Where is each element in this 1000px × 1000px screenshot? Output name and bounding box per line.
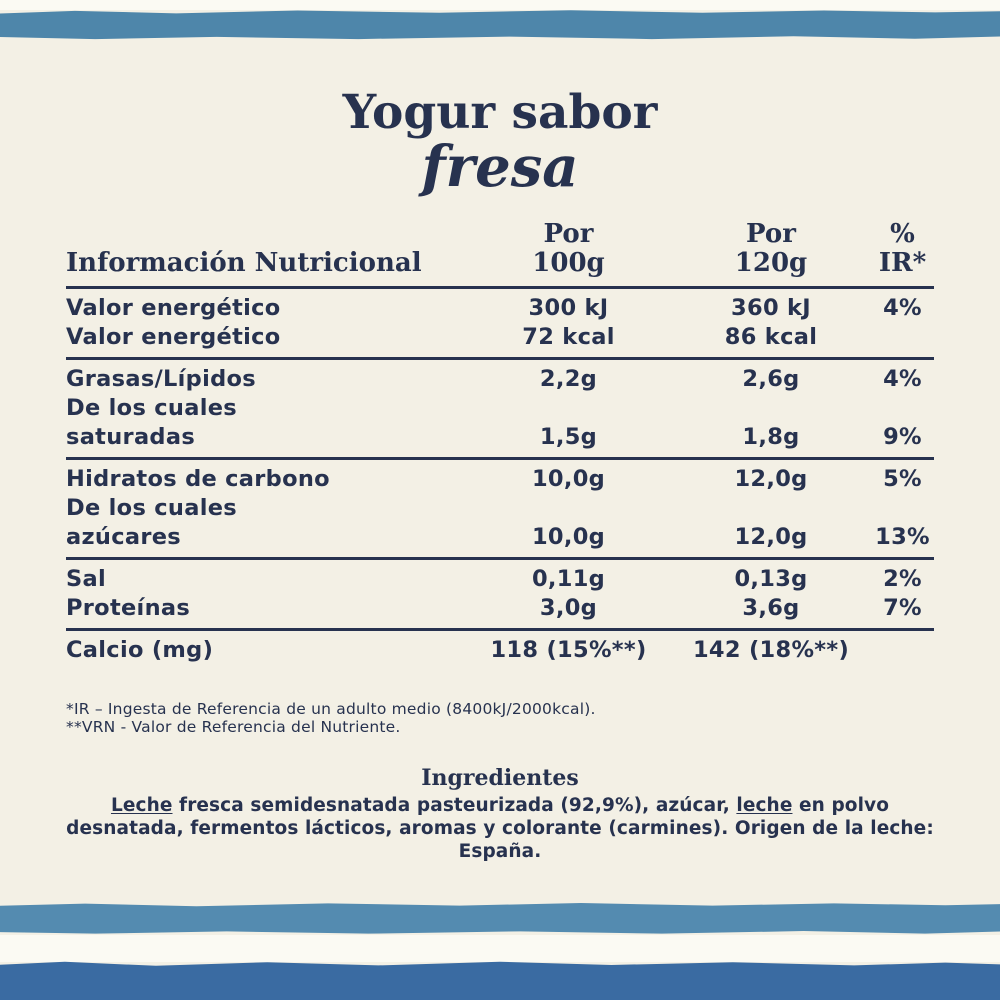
value-per-120g: 12,0g — [734, 466, 808, 492]
bottom-brush-stripe — [0, 902, 1000, 934]
table-row: Valor energético 72 kcal 86 kcal — [66, 323, 934, 352]
value-percent-ir — [871, 636, 934, 665]
value-percent-ir: 7% — [883, 595, 922, 621]
ingredients-title: Ingredientes — [421, 765, 579, 791]
nutrient-label: Proteínas — [66, 595, 191, 621]
value-per-100g: 300 kJ — [528, 295, 609, 321]
footnote-vrn: **VRN - Valor de Referencia del Nutrient… — [66, 718, 401, 736]
ingredients-text: Leche fresca semidesnatada pasteurizada … — [58, 794, 942, 863]
value-per-100g — [466, 494, 671, 523]
value-percent-ir — [871, 394, 934, 423]
header-percent-ir: % IR* — [871, 220, 934, 278]
table-row: azúcares 10,0g 12,0g 13% — [66, 523, 934, 552]
header-per-120g-line1: Por — [746, 219, 796, 249]
value-per-120g: 1,8g — [742, 424, 800, 450]
nutrition-table: Información Nutricional Por 100g Por 120… — [66, 220, 934, 670]
nutrition-table-header: Información Nutricional Por 100g Por 120… — [66, 220, 934, 289]
header-per-100g-line1: Por — [543, 219, 594, 249]
value-per-120g: 2,6g — [742, 366, 800, 392]
top-brush-bar — [0, 10, 1000, 40]
nutrient-label: azúcares — [66, 524, 181, 550]
nutrient-label: Hidratos de carbono — [66, 466, 330, 492]
value-per-100g: 72 kcal — [522, 324, 615, 350]
nutrient-label: Grasas/Lípidos — [66, 366, 256, 392]
table-row: Sal 0,11g 0,13g 2% — [66, 565, 934, 594]
value-per-100g: 2,2g — [539, 366, 598, 392]
nutrition-table-body: Valor energético 300 kJ 360 kJ 4% Valor ener… — [66, 289, 934, 670]
value-per-100g: 118 (15%**) — [490, 637, 647, 663]
product-title: Yogur sabor fresa — [0, 0, 1000, 200]
allergen-ingredient: Leche — [110, 795, 173, 816]
value-percent-ir: 4% — [883, 366, 922, 392]
bottom-brush-bar — [0, 961, 1000, 1000]
ingredients-section: Ingredientes Leche fresca semidesnatada … — [0, 766, 1000, 863]
table-row: Grasas/Lípidos 2,2g 2,6g 4% — [66, 365, 934, 394]
table-row: Hidratos de carbono 10,0g 12,0g 5% — [66, 465, 934, 494]
header-per-100g-line2: 100g — [532, 248, 605, 278]
value-percent-ir: 9% — [883, 424, 922, 450]
value-percent-ir: 13% — [875, 524, 930, 550]
value-per-120g — [671, 494, 871, 523]
value-per-120g: 3,6g — [742, 595, 800, 621]
table-row: De los cuales — [66, 394, 934, 423]
table-section: Hidratos de carbono 10,0g 12,0g 5% De los cu… — [66, 460, 934, 560]
value-percent-ir: 2% — [883, 566, 922, 592]
value-per-100g: 1,5g — [539, 424, 598, 450]
table-row: De los cuales — [66, 494, 934, 523]
table-row: Calcio (mg) 118 (15%**) 142 (18%**) — [66, 636, 934, 665]
bottom-white-gap — [0, 935, 1000, 962]
ingredient-text-segment: fresca semidesnatada pasteurizada (92,9%… — [172, 795, 737, 816]
value-per-100g: 10,0g — [531, 524, 606, 550]
header-info-label: Información Nutricional — [66, 248, 422, 278]
value-per-120g: 360 kJ — [731, 295, 811, 321]
value-per-100g: 3,0g — [539, 595, 598, 621]
nutrient-label: Valor energético — [66, 295, 281, 321]
value-per-120g: 0,13g — [734, 566, 808, 592]
value-percent-ir — [871, 323, 934, 352]
table-section: Valor energético 300 kJ 360 kJ 4% Valor ener… — [66, 289, 934, 360]
header-percent-ir-line1: % — [890, 219, 915, 249]
value-per-100g: 0,11g — [531, 566, 606, 592]
nutrient-label: De los cuales — [66, 495, 237, 521]
ingredient-text-segment: en polvo desnatada, fermentos lácticos, … — [66, 795, 934, 862]
nutrient-label: Valor energético — [66, 324, 281, 350]
table-section: Calcio (mg) 118 (15%**) 142 (18%**) — [66, 631, 934, 670]
product-title-line1: Yogur sabor — [342, 85, 658, 140]
value-percent-ir: 4% — [883, 295, 922, 321]
nutrient-label: Sal — [66, 566, 107, 592]
top-white-strip — [0, 0, 1000, 10]
value-per-120g: 86 kcal — [724, 324, 818, 350]
header-percent-ir-line2: IR* — [878, 248, 927, 278]
product-title-line2: fresa — [421, 134, 579, 200]
footnote-ir: *IR – Ingesta de Referencia de un adulto… — [66, 700, 596, 718]
table-row: Proteínas 3,0g 3,6g 7% — [66, 594, 934, 623]
table-section: Grasas/Lípidos 2,2g 2,6g 4% De los cuales sat… — [66, 360, 934, 460]
nutrient-label: Calcio (mg) — [66, 637, 214, 663]
footnotes: *IR – Ingesta de Referencia de un adulto… — [66, 700, 934, 736]
header-per-120g-line2: 120g — [734, 248, 808, 278]
header-per-120g: Por 120g — [671, 220, 871, 278]
value-per-120g: 12,0g — [734, 524, 808, 550]
value-per-120g — [671, 394, 871, 423]
allergen-ingredient: leche — [736, 795, 793, 816]
table-section: Sal 0,11g 0,13g 2% Proteínas 3,0g 3,6g 7% — [66, 560, 934, 631]
nutrient-label: saturadas — [66, 424, 196, 450]
nutrient-label: De los cuales — [66, 395, 237, 421]
value-percent-ir — [871, 494, 934, 523]
table-row: saturadas 1,5g 1,8g 9% — [66, 423, 934, 452]
value-per-100g — [466, 394, 671, 423]
value-per-120g: 142 (18%**) — [692, 637, 850, 663]
header-per-100g: Por 100g — [466, 220, 671, 278]
table-row: Valor energético 300 kJ 360 kJ 4% — [66, 294, 934, 323]
value-percent-ir: 5% — [883, 466, 922, 492]
value-per-100g: 10,0g — [531, 466, 606, 492]
